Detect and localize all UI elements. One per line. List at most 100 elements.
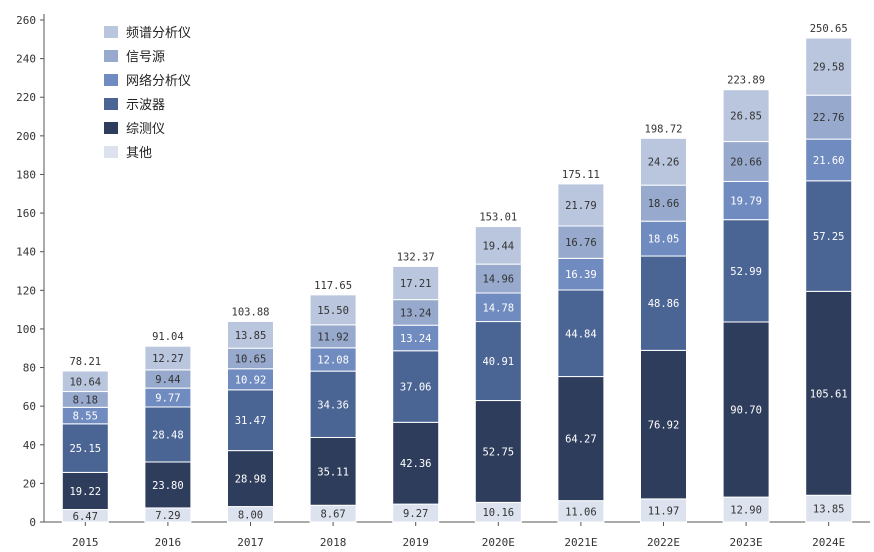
bar-segment — [557, 183, 605, 227]
data-label: 22.76 — [813, 112, 845, 124]
data-label: 105.61 — [810, 388, 848, 400]
bar-segment — [722, 180, 770, 221]
data-label: 8.18 — [73, 394, 98, 406]
data-label: 8.00 — [238, 509, 263, 521]
total-label: 91.04 — [152, 331, 184, 343]
total-label: 175.11 — [562, 169, 600, 181]
x-tick-label: 2015 — [72, 536, 99, 549]
y-tick-label: 40 — [23, 439, 36, 452]
bar-segment — [392, 299, 440, 326]
data-label: 24.26 — [648, 157, 680, 169]
bar-segment — [805, 180, 853, 292]
legend-label: 信号源 — [126, 50, 165, 65]
bar-segment — [144, 345, 192, 371]
x-tick-label: 2024E — [812, 536, 845, 549]
x-tick-label: 2023E — [730, 536, 763, 549]
data-label: 13.85 — [235, 330, 267, 342]
y-tick-label: 0 — [29, 516, 36, 529]
data-label: 14.78 — [482, 302, 514, 314]
bar-segment — [722, 89, 770, 143]
data-label: 29.58 — [813, 62, 845, 74]
data-label: 31.47 — [235, 415, 267, 427]
x-tick-label: 2016 — [155, 536, 182, 549]
legend-label: 网络分析仪 — [126, 73, 191, 89]
x-tick-label: 2017 — [237, 536, 264, 549]
data-label: 10.92 — [235, 374, 267, 386]
data-label: 19.79 — [730, 196, 762, 208]
bar-segment — [144, 406, 192, 463]
data-label: 25.15 — [69, 443, 101, 455]
bar-segment — [474, 263, 522, 294]
data-label: 15.50 — [317, 305, 349, 317]
bar-segment — [640, 137, 687, 186]
total-label: 132.37 — [397, 251, 435, 263]
legend-label: 其他 — [126, 146, 152, 161]
data-label: 44.84 — [565, 328, 597, 340]
data-label: 7.29 — [155, 510, 180, 522]
bar-segment — [722, 141, 770, 182]
data-label: 17.21 — [400, 278, 432, 290]
data-label: 28.48 — [152, 429, 184, 441]
bar-segment — [640, 349, 687, 500]
data-label: 64.27 — [565, 434, 597, 446]
data-label: 20.66 — [730, 157, 762, 169]
data-label: 9.77 — [155, 393, 180, 405]
data-label: 12.27 — [152, 353, 184, 365]
data-label: 13.85 — [813, 504, 845, 516]
data-label: 18.66 — [648, 198, 680, 210]
x-tick-label: 2022E — [647, 536, 680, 549]
bar-segment — [722, 321, 770, 498]
y-tick-label: 100 — [16, 323, 36, 336]
bar-segment — [227, 320, 274, 349]
bar-segment — [805, 290, 853, 496]
data-label: 8.55 — [73, 411, 98, 423]
legend-swatch — [104, 122, 118, 134]
legend-label: 示波器 — [126, 98, 165, 113]
bar-segment — [227, 389, 274, 452]
y-tick-label: 200 — [16, 130, 36, 143]
y-tick-label: 260 — [16, 14, 36, 27]
data-label: 28.98 — [235, 474, 267, 486]
x-tick-label: 2020E — [482, 536, 515, 549]
data-label: 52.75 — [482, 446, 514, 458]
data-label: 19.22 — [69, 486, 101, 498]
bar-segment — [61, 423, 109, 473]
bar-segment — [309, 294, 357, 326]
bar-segment — [640, 220, 687, 257]
x-tick-label: 2019 — [402, 536, 429, 549]
bar-segment — [61, 370, 109, 393]
data-label: 57.25 — [813, 231, 845, 243]
data-label: 11.97 — [648, 505, 680, 517]
data-label: 8.67 — [320, 509, 345, 521]
data-label: 12.90 — [730, 505, 762, 517]
bar-segment — [557, 257, 605, 291]
data-label: 76.92 — [648, 420, 680, 432]
total-label: 153.01 — [479, 212, 517, 224]
total-label: 103.88 — [232, 306, 270, 318]
data-label: 10.16 — [482, 507, 514, 519]
bar-segment — [805, 37, 853, 96]
data-label: 12.08 — [317, 354, 349, 366]
bar-segment — [309, 436, 357, 506]
data-label: 26.85 — [730, 111, 762, 123]
legend-swatch — [104, 146, 118, 158]
bar-segment — [640, 184, 687, 222]
data-label: 10.65 — [235, 353, 267, 365]
data-label: 23.80 — [152, 480, 184, 492]
data-label: 16.76 — [565, 237, 597, 249]
y-tick-label: 120 — [16, 284, 36, 297]
data-label: 37.06 — [400, 382, 432, 394]
data-label: 52.99 — [730, 266, 762, 278]
data-label: 14.96 — [482, 274, 514, 286]
x-tick-label: 2018 — [320, 536, 347, 549]
data-label: 35.11 — [317, 466, 349, 478]
data-label: 16.39 — [565, 269, 597, 281]
bar-segment — [805, 494, 853, 523]
legend-swatch — [104, 74, 118, 86]
total-label: 78.21 — [69, 356, 101, 368]
bar-segment — [392, 265, 440, 301]
y-tick-label: 220 — [16, 91, 36, 104]
data-label: 40.91 — [482, 356, 514, 368]
data-label: 18.05 — [648, 234, 680, 246]
